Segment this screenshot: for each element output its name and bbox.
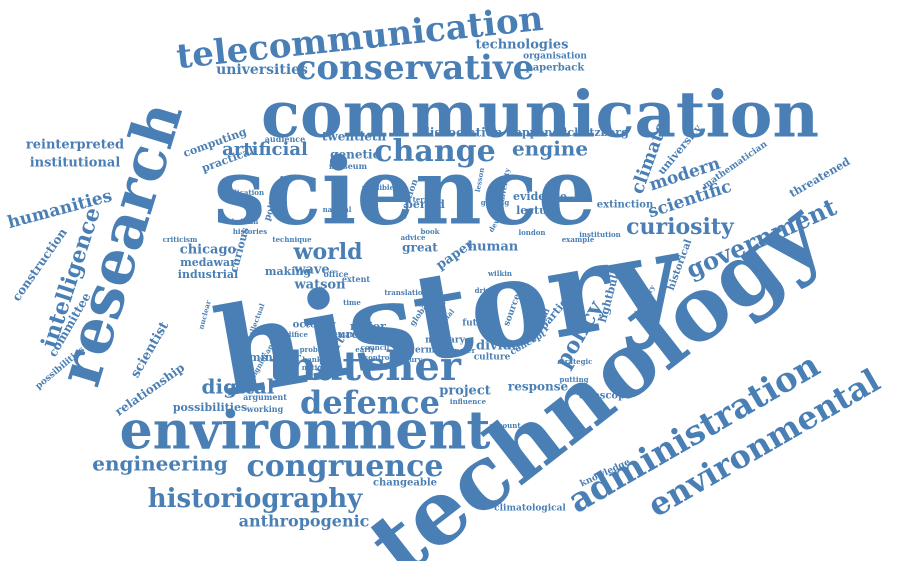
word-military: military [425,336,466,346]
word-technique: technique [272,235,312,244]
word-lecture: lecture [516,204,560,217]
word-extent: extent [342,274,370,284]
word-working: working [246,404,284,414]
word-german: german [409,346,448,356]
word-museum: museum [329,161,368,171]
word-possibilities: possibilities [173,401,247,414]
word-changeable: changeable [373,478,437,489]
word-wave: wave [293,263,329,278]
word-institution: institution [579,230,621,239]
word-organisation: organisation [523,52,587,62]
word-issue: issue [368,363,389,372]
word-chicago: chicago [180,243,237,258]
word-divide: divide [476,339,520,354]
word-council: council [361,343,390,352]
word-thatcher: thatcher [269,343,462,390]
word-defence: defence [300,384,440,422]
word-office: office [324,269,349,279]
word-extinction: extinction [597,200,654,211]
word-histories: histories [233,227,267,236]
word-bank: bank [302,355,322,364]
word-telescope: telescope [579,391,632,402]
word-communication: communication [261,78,819,153]
word-science: science [214,138,597,246]
word-making: making [265,265,312,278]
word-twentieth: twentieth [322,130,387,144]
word-institutional: institutional [30,156,121,171]
word-environment: environment [120,401,491,462]
word-application: application [220,188,264,197]
word-demand: demand [328,330,359,339]
word-curiosity: curiosity [626,214,735,240]
word-evidence: evidence [513,190,567,203]
word-state: state [418,299,446,310]
word-genetic: genetic [330,148,380,162]
word-audience: audience [265,134,306,144]
word-artificial: artificial [222,139,308,160]
word-human: human [468,240,519,255]
word-time: time [343,298,361,307]
word-industrial: industrial [178,268,238,281]
word-edifice: edifice [282,330,308,339]
word-october: october [293,320,336,331]
word-century: century [392,355,423,364]
word-threatened: threatened [787,155,852,200]
word-conservative: conservative [296,48,535,88]
word-change: change [374,134,495,169]
word-putting: putting [559,375,588,384]
word-criticism: criticism [163,235,198,244]
word-universities: universities [216,62,308,78]
word-congruence: congruence [247,449,444,484]
word-watson: watson [293,278,346,293]
word-getting: getting [481,198,510,207]
word-translation: translation [384,288,427,297]
word-possible: possible [362,183,395,192]
word-minister: minister [249,351,301,364]
word-london: london [518,228,545,237]
word-anthropogenic: anthropogenic [239,512,370,531]
word-dissociation: dissociation [422,126,503,140]
word-medawar: medawar [180,256,236,269]
word-book: book [420,227,439,236]
word-lesson: lesson [473,167,486,193]
word-major: major [350,320,386,333]
word-happened: happened [507,126,568,139]
word-driven: driven [475,286,500,295]
word-future: future [462,319,494,329]
word-culture: culture [474,353,511,363]
word-world: world [293,239,363,265]
word-national: national [302,363,335,372]
word-schatzberg: schatzberg [561,126,629,139]
word-account: account [489,421,521,430]
word-period: period [405,198,445,211]
word-engineering: engineering [92,452,228,476]
word-strategic: strategic [558,357,593,366]
word-advice: advice [401,233,426,242]
word-project: project [439,384,491,399]
word-control: control [364,353,393,362]
word-example: example [562,235,595,244]
word-digital: digital [202,375,275,399]
word-influence: influence [450,397,487,406]
word-early: early [355,345,375,354]
word-response: response [508,380,569,394]
word-wilkin: wilkin [487,269,512,278]
word-paperback: paperback [526,63,586,74]
word-term: term [413,195,432,204]
word-britain: britain [232,217,259,226]
word-argument: argument [243,392,287,402]
word-technologies: technologies [476,38,569,53]
word-historiography: historiography [148,484,363,514]
word-problem: problem [300,345,333,354]
word-engine: engine [512,137,588,161]
word-natural: natural [323,205,352,214]
word-reinterpreted: reinterpreted [26,138,124,153]
word-climatological: climatological [494,504,566,514]
word-great: great [402,241,438,255]
word-peter: peter [455,346,476,355]
word-nature: nature [318,328,359,341]
